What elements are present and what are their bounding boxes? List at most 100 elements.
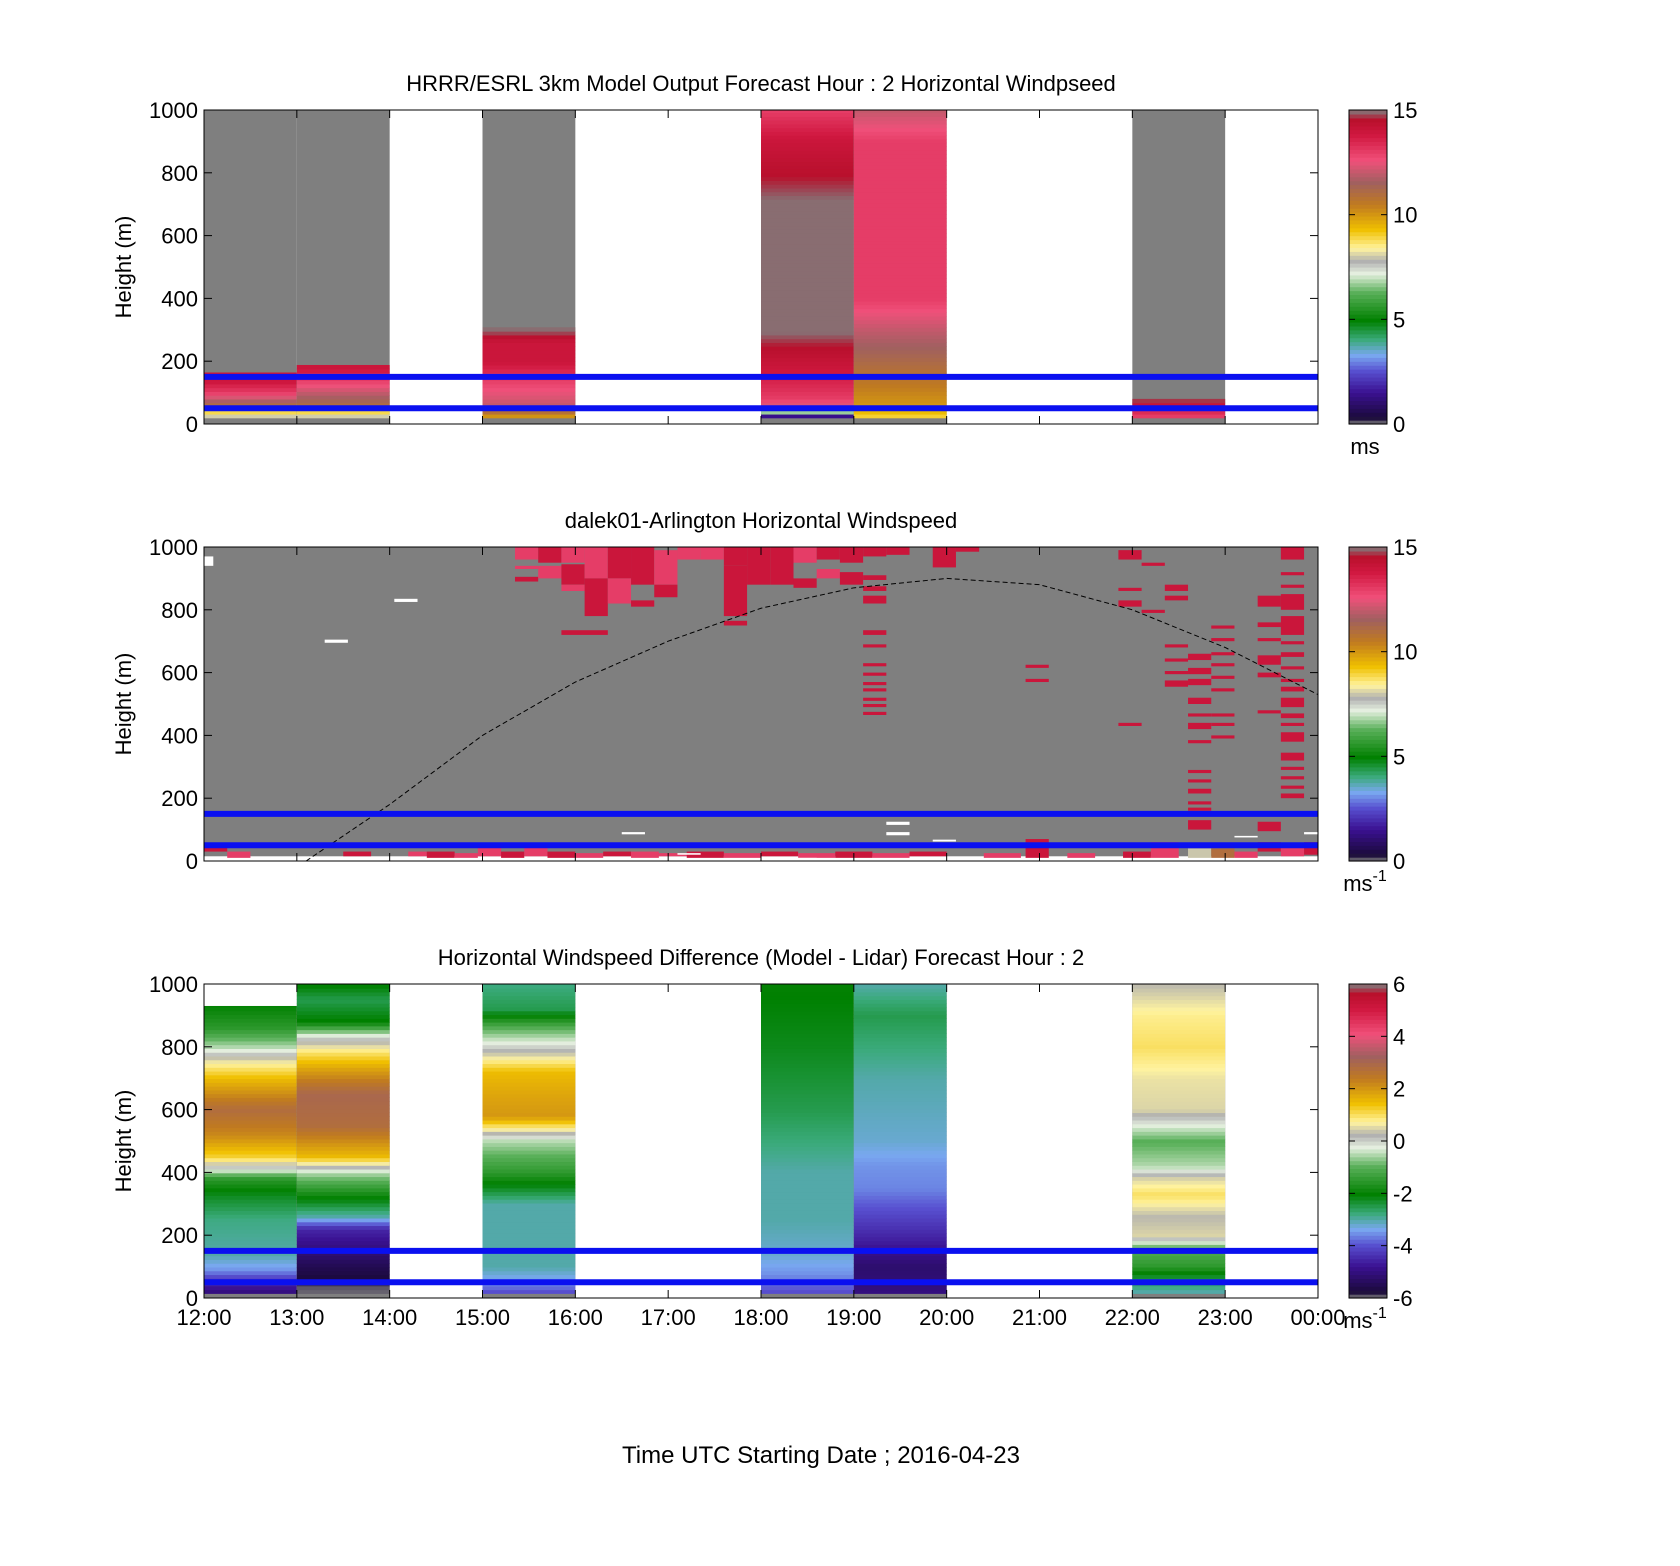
data-cell	[853, 199, 947, 204]
colorbar-swatch	[1349, 294, 1387, 299]
data-cell	[761, 1040, 854, 1046]
data-cell	[761, 112, 854, 117]
y-tick-label: 800	[161, 161, 198, 186]
colorbar-frame	[1348, 109, 1388, 425]
data-cell	[853, 1210, 947, 1215]
colorbar-swatch	[1349, 617, 1387, 623]
data-cell	[853, 357, 947, 362]
data-cell	[1132, 1104, 1226, 1110]
data-cell	[482, 1202, 576, 1208]
colorbar-swatch	[1349, 282, 1387, 288]
data-cell	[1132, 1135, 1226, 1140]
data-cell	[631, 547, 655, 585]
data-cell	[853, 240, 947, 245]
data-cell	[853, 206, 947, 212]
data-cell	[853, 300, 947, 306]
colorbar-swatch	[1349, 696, 1387, 701]
data-cell	[204, 1037, 297, 1042]
data-cell	[761, 1251, 854, 1257]
data-cell	[761, 413, 854, 419]
colorbar-swatch	[1349, 1038, 1387, 1044]
colorbar-tick-label: 4	[1393, 1024, 1405, 1049]
colorbar-swatch	[1349, 1070, 1387, 1075]
colorbar-swatch	[1349, 239, 1387, 245]
data-cell	[296, 1270, 390, 1276]
data-cell	[761, 1112, 854, 1117]
data-cell	[482, 1048, 576, 1053]
colorbar-swatch	[1349, 302, 1387, 307]
colorbar-swatch	[1349, 598, 1387, 603]
data-cell	[853, 368, 947, 374]
colorbar-swatch	[1349, 1243, 1387, 1248]
data-cell	[204, 1285, 297, 1291]
colorbar-swatch	[1349, 164, 1387, 170]
colorbar-swatch	[1349, 590, 1387, 595]
data-cell	[296, 1044, 390, 1049]
data-cell	[482, 368, 576, 374]
data-cell	[761, 1055, 854, 1061]
y-tick-label: 600	[161, 661, 198, 686]
data-cell	[482, 991, 576, 997]
colorbar-swatch	[1349, 845, 1387, 850]
data-cell	[1132, 1067, 1226, 1072]
data-cell	[482, 1187, 576, 1193]
data-cell	[853, 1033, 947, 1038]
data-cell	[482, 1033, 576, 1038]
data-cell	[296, 1172, 390, 1178]
data-cell	[204, 1119, 297, 1125]
data-cell	[482, 1138, 576, 1144]
data-cell	[853, 289, 947, 294]
data-cell	[853, 1048, 947, 1053]
data-cell	[761, 1187, 854, 1193]
data-cell	[204, 1040, 297, 1046]
y-tick-label: 600	[161, 224, 198, 249]
data-cell	[1132, 1244, 1226, 1249]
data-cell	[204, 1074, 297, 1080]
data-cell	[853, 327, 947, 332]
data-cell	[296, 1101, 390, 1106]
colorbar-swatch	[1349, 200, 1387, 205]
colorbar-swatch	[1349, 321, 1387, 327]
data-cell	[482, 1010, 576, 1016]
data-cell	[853, 398, 947, 404]
data-cell	[204, 1033, 297, 1038]
data-cell	[761, 191, 854, 197]
data-cell	[853, 1097, 947, 1102]
data-cell	[1132, 1116, 1226, 1121]
colorbar-swatch	[1349, 601, 1387, 607]
data-cell	[1188, 667, 1212, 675]
colorbar-swatch	[1349, 153, 1387, 158]
data-cell	[1132, 1289, 1226, 1294]
data-cell	[761, 244, 854, 249]
data-cell	[761, 387, 854, 392]
data-cell	[296, 1274, 390, 1279]
colorbar-swatch	[1349, 704, 1387, 709]
data-cell	[863, 630, 887, 635]
data-cell	[1257, 638, 1281, 642]
data-cell	[204, 1044, 297, 1049]
missing-cell	[324, 639, 348, 643]
data-cell	[1132, 1146, 1226, 1151]
colorbar-swatch	[1349, 145, 1387, 150]
colorbar-swatch	[1349, 613, 1387, 619]
data-cell	[1164, 680, 1189, 687]
data-cell	[853, 1055, 947, 1061]
data-cell	[853, 1044, 947, 1049]
data-cell	[853, 1255, 947, 1260]
data-cell	[482, 1044, 576, 1049]
data-cell	[761, 1097, 854, 1102]
colorbar-swatch	[1349, 1042, 1387, 1048]
data-cell	[204, 1059, 297, 1065]
colorbar: 0 5 10 15 ms-1	[1343, 535, 1417, 896]
data-cell	[482, 1236, 576, 1242]
data-cell	[853, 191, 947, 197]
data-cell	[296, 1082, 390, 1087]
colorbar-swatch	[1349, 1195, 1387, 1201]
data-cell	[761, 135, 854, 140]
data-cell	[204, 1263, 297, 1268]
colorbar-swatch	[1349, 337, 1387, 343]
colorbar-swatch	[1349, 1089, 1387, 1095]
data-cell	[296, 1025, 390, 1031]
colorbar-swatch	[1349, 833, 1387, 839]
data-cell	[482, 1086, 576, 1091]
